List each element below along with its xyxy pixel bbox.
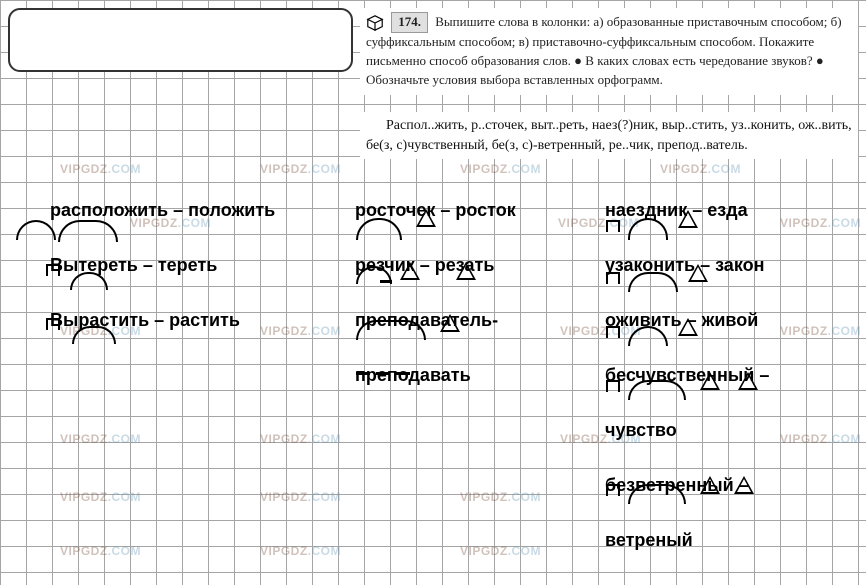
- answer-item: безветренный –: [605, 475, 855, 496]
- task-box: 174. Выпишите слова в колонки: а) образо…: [360, 8, 858, 95]
- answer-item: чувство: [605, 420, 855, 441]
- answer-item: бесчувственный –: [605, 365, 855, 386]
- task-number: 174.: [391, 12, 428, 33]
- header-empty-box: [8, 8, 353, 72]
- answer-item: наездник – езда: [605, 200, 855, 221]
- answer-item: узаконить – закон: [605, 255, 855, 276]
- answer-item: преподаватель-: [355, 310, 585, 331]
- cube-icon: [366, 14, 384, 32]
- answer-item: преподавать: [355, 365, 585, 386]
- answer-item: Вытереть – тереть: [50, 255, 330, 276]
- answer-item: Вырастить – растить: [50, 310, 330, 331]
- exercise-text: Распол..жить, р..сточек, выт..реть, наез…: [360, 112, 858, 159]
- answer-item: ветреный: [605, 530, 855, 551]
- task-instruction: Выпишите слова в колонки: а) образованны…: [366, 14, 842, 87]
- answer-item: расположить – положить: [50, 200, 330, 221]
- answer-item: оживить – живой: [605, 310, 855, 331]
- answer-column-1: расположить – положить Вытереть – тереть…: [50, 200, 330, 365]
- answer-column-3: наездник – езда узаконить – закон оживит…: [605, 200, 855, 585]
- answer-column-2: росточек – росток резчик – резать препод…: [355, 200, 585, 420]
- answer-item: резчик – резать: [355, 255, 585, 276]
- answer-item: росточек – росток: [355, 200, 585, 221]
